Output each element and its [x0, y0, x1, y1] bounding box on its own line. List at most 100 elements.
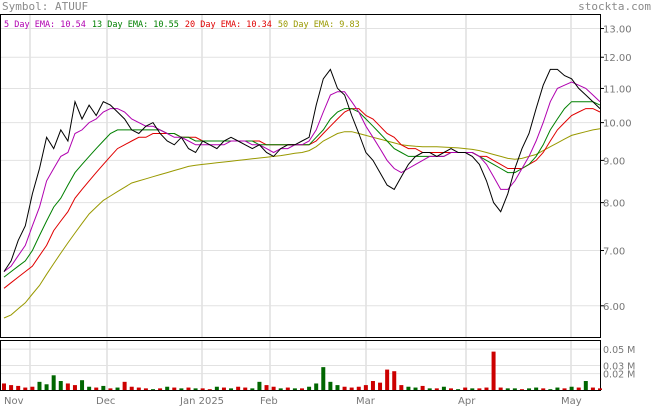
legend: 5 Day EMA: 10.54 13 Day EMA: 10.55 20 Day … — [4, 20, 360, 30]
volume-bar — [285, 387, 290, 390]
date-label: Mar — [356, 396, 376, 406]
price-tick-label: 13.00 — [603, 25, 632, 36]
volume-bar — [583, 381, 588, 390]
volume-bar — [590, 387, 595, 390]
volume-bars — [2, 351, 602, 390]
date-axis: Nov Dec Jan 2025 Feb Mar Apr May — [4, 396, 582, 406]
volume-bar — [463, 387, 468, 390]
volume-bar — [30, 386, 35, 390]
volume-bar — [44, 384, 49, 390]
date-label: Feb — [260, 396, 278, 406]
volume-bar — [541, 388, 546, 390]
volume-bar — [363, 385, 368, 390]
volume-bar — [271, 386, 276, 390]
price-tick-label: 7.00 — [603, 247, 625, 258]
volume-bar — [413, 387, 418, 390]
legend-item: 50 Day EMA: 9.83 — [278, 20, 360, 30]
volume-bar — [221, 387, 226, 390]
volume-bar — [420, 385, 425, 390]
volume-bar — [449, 388, 453, 390]
volume-bar — [477, 388, 482, 390]
volume-bar — [9, 385, 14, 390]
volume-bar — [264, 385, 269, 390]
volume-bar — [151, 389, 155, 390]
volume-bar — [434, 388, 439, 390]
volume-bar — [129, 386, 134, 390]
volume-bar — [65, 383, 70, 390]
volume-tick-label: 0.02 M — [603, 370, 635, 381]
volume-bar — [300, 388, 304, 390]
volume-bar — [193, 388, 198, 390]
volume-bar — [207, 389, 212, 390]
volume-bar — [108, 388, 113, 390]
volume-bar — [527, 388, 532, 390]
date-label: Dec — [96, 396, 115, 406]
volume-bar — [505, 388, 510, 390]
date-label: Nov — [4, 396, 24, 406]
volume-bar — [158, 388, 163, 390]
date-label: May — [561, 396, 582, 406]
volume-bar — [548, 389, 553, 390]
volume-bar — [328, 381, 333, 390]
price-lines — [3, 68, 601, 319]
volume-tick-label: 0.05 M — [603, 345, 635, 356]
volume-bar — [186, 387, 191, 390]
series-line-50-day-ema — [3, 128, 601, 319]
volume-bar — [136, 387, 141, 390]
volume-bar — [37, 381, 42, 390]
volume-bar — [356, 386, 361, 390]
volume-bar — [385, 369, 390, 390]
volume-bar — [143, 388, 148, 390]
volume-bar — [498, 387, 503, 390]
volume-bar — [427, 388, 432, 390]
volume-bar — [392, 371, 397, 390]
volume-bar — [576, 387, 581, 390]
volume-bar — [122, 381, 127, 390]
volume-bar — [16, 385, 21, 390]
price-tick-label: 12.00 — [603, 53, 632, 64]
volume-bar — [72, 385, 77, 390]
legend-item: 5 Day EMA: 10.54 — [4, 20, 86, 30]
volume-bar — [236, 386, 241, 390]
volume-bar — [441, 386, 446, 390]
volume-bar — [243, 387, 248, 390]
volume-bar — [512, 388, 517, 390]
volume-bar — [399, 385, 404, 390]
volume-bar — [456, 389, 461, 390]
site-label[interactable]: stockta.com — [578, 0, 651, 13]
volume-bar — [115, 387, 120, 390]
series-line-price — [3, 68, 601, 272]
volume-bar — [342, 386, 347, 390]
volume-bar — [214, 386, 219, 390]
volume-bar — [491, 351, 496, 390]
legend-item: 13 Day EMA: 10.55 — [92, 20, 179, 30]
volume-bar — [101, 385, 106, 390]
volume-bar — [562, 388, 567, 390]
volume-bar — [179, 388, 184, 390]
volume-bar — [94, 387, 99, 390]
volume-bar — [555, 387, 560, 390]
volume-bar — [58, 381, 63, 390]
volume-bar — [534, 387, 539, 390]
volume-bar — [2, 383, 6, 390]
date-label: Jan 2025 — [179, 396, 224, 406]
series-line-5-day-ema — [3, 81, 601, 272]
volume-bar — [314, 383, 319, 390]
volume-bar — [321, 367, 326, 390]
price-axis: 6.00 7.00 8.00 9.00 10.00 11.00 12.00 13.00 — [600, 25, 632, 313]
volume-bar — [257, 381, 262, 390]
volume-bar — [200, 388, 205, 390]
volume-bar — [470, 388, 475, 390]
volume-bar — [23, 387, 28, 390]
price-tick-label: 11.00 — [603, 84, 632, 95]
volume-axis: 0.02 M0.03 M 0.05 M — [603, 345, 635, 381]
volume-bar — [370, 381, 375, 390]
volume-bar — [519, 389, 524, 390]
volume-bar — [307, 386, 312, 390]
symbol-label: Symbol: ATUUF — [2, 0, 89, 13]
volume-bar — [569, 386, 574, 390]
volume-bar — [229, 388, 234, 390]
volume-bar — [278, 388, 283, 390]
date-label: Apr — [458, 396, 476, 406]
